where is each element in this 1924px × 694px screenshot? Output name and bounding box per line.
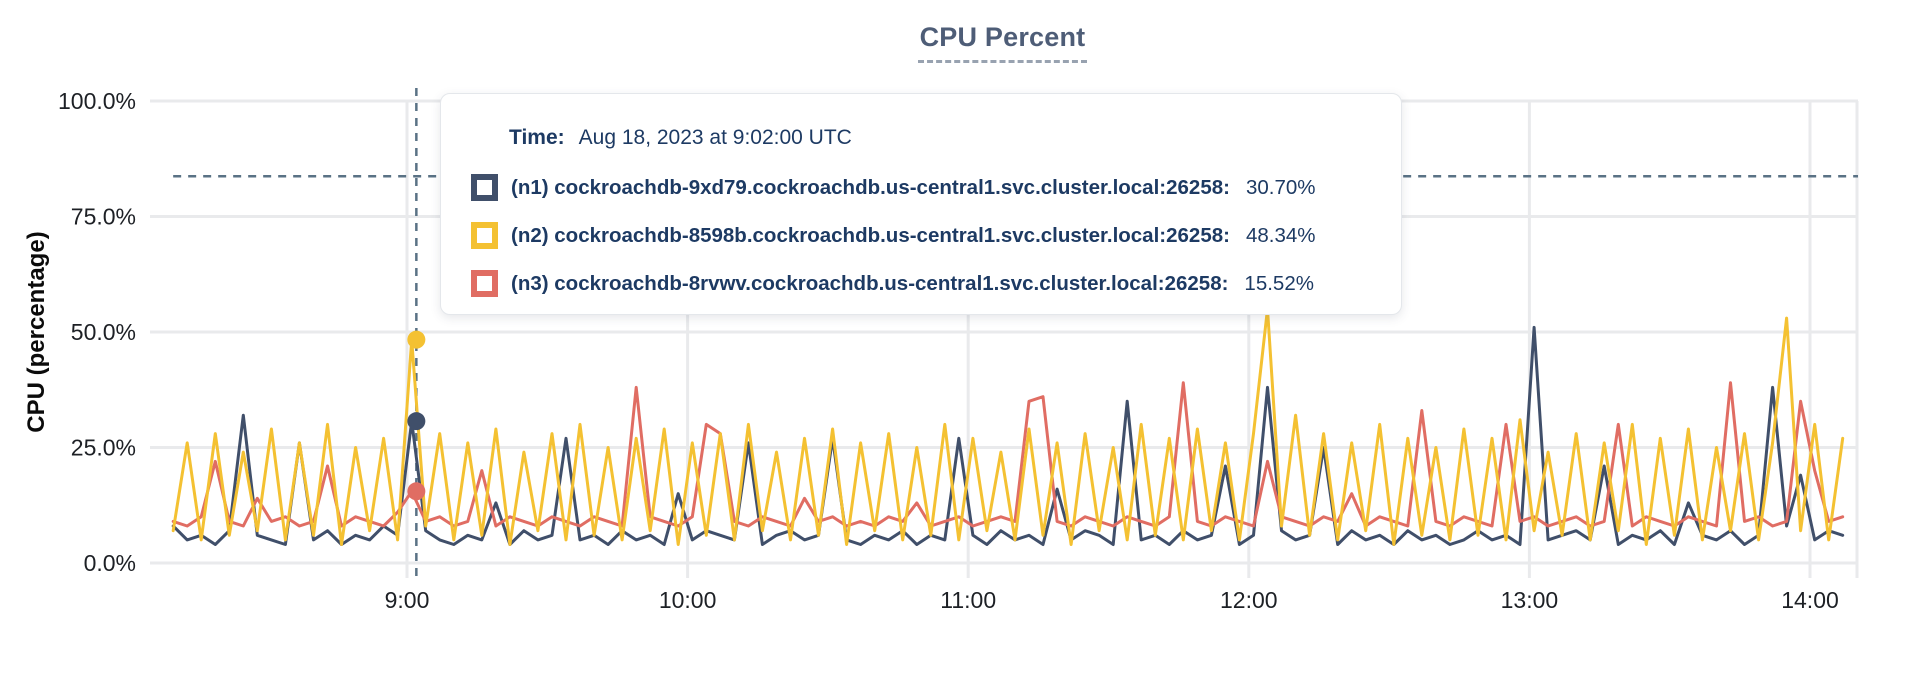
chart-tooltip: Time: Aug 18, 2023 at 9:02:00 UTC (n1) co… <box>440 93 1402 315</box>
series-n3-value: 15.52% <box>1244 272 1314 295</box>
series-line-n1 <box>171 325 1845 546</box>
tooltip-series-row: (n2) cockroachdb-8598b.cockroachdb.us-ce… <box>471 222 1401 249</box>
y-tick-label: 100.0% <box>58 88 136 114</box>
series-n3-swatch-icon <box>471 270 498 297</box>
series-n2-swatch-icon <box>471 222 498 249</box>
hover-dot-n3 <box>407 482 426 501</box>
y-tick-label: 0.0% <box>84 550 136 576</box>
hover-dot-n1 <box>407 412 426 431</box>
series-n1-value: 30.70% <box>1245 176 1316 199</box>
tooltip-series-row: (n3) cockroachdb-8rvwv.cockroachdb.us-ce… <box>471 270 1401 297</box>
x-tick-label: 13:00 <box>1501 587 1559 613</box>
series-line-n2 <box>171 307 1845 546</box>
x-tick-label: 14:00 <box>1781 587 1839 613</box>
x-tick-label: 9:00 <box>385 587 430 613</box>
y-tick-label: 75.0% <box>71 204 136 230</box>
series-n2-label: (n2) cockroachdb-8598b.cockroachdb.us-ce… <box>511 224 1230 247</box>
chart-title-text: CPU Percent <box>917 22 1088 63</box>
x-tick-label: 12:00 <box>1220 587 1278 613</box>
series-n3-label: (n3) cockroachdb-8rvwv.cockroachdb.us-ce… <box>511 272 1229 295</box>
y-tick-label: 25.0% <box>71 435 136 461</box>
series-n2-value: 48.34% <box>1245 224 1316 247</box>
y-axis-title: CPU (percentage) <box>23 231 50 432</box>
tooltip-series-row: (n1) cockroachdb-9xd79.cockroachdb.us-ce… <box>471 174 1401 201</box>
series-n1-label: (n1) cockroachdb-9xd79.cockroachdb.us-ce… <box>511 176 1230 199</box>
series-n1-swatch-icon <box>471 174 498 201</box>
hover-dot-n2 <box>407 330 426 349</box>
x-tick-label: 11:00 <box>940 587 996 613</box>
tooltip-time-row: Time: Aug 18, 2023 at 9:02:00 UTC <box>509 126 1401 150</box>
x-tick-label: 10:00 <box>659 587 717 613</box>
tooltip-time-value: Aug 18, 2023 at 9:02:00 UTC <box>578 126 852 149</box>
y-tick-label: 50.0% <box>71 319 136 345</box>
tooltip-time-label: Time: <box>509 126 565 149</box>
chart-title: CPU Percent <box>150 22 1855 63</box>
